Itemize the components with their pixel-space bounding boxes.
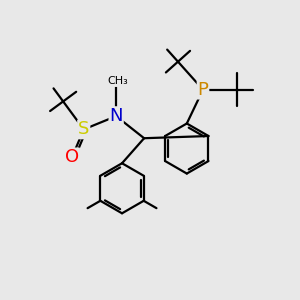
- Text: CH₃: CH₃: [107, 76, 128, 86]
- Text: S: S: [78, 120, 89, 138]
- Text: P: P: [198, 81, 208, 99]
- Text: N: N: [110, 107, 123, 125]
- Text: O: O: [65, 148, 79, 166]
